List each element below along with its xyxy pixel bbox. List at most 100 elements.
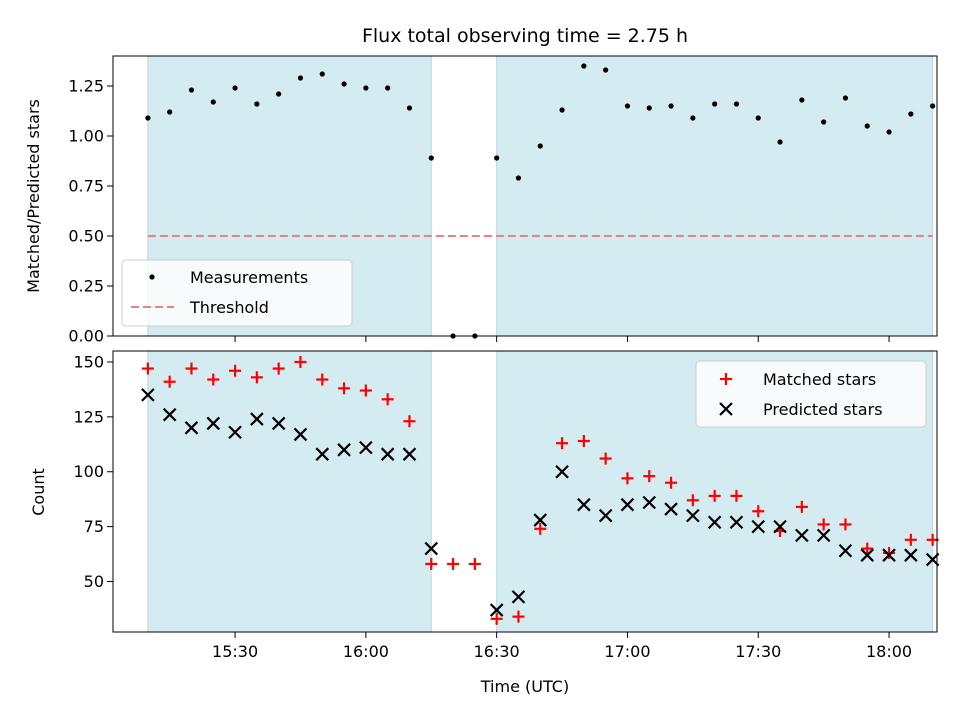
bottom-axes-frame: [112, 350, 938, 633]
predicted-star-point: [250, 412, 264, 426]
matched-star-point: [708, 489, 721, 502]
bottom-legend-box: [695, 360, 927, 428]
matched-star-point: [490, 612, 503, 625]
bottom-x-axis-label: Time (UTC): [480, 677, 569, 696]
observing-window-1: [147, 350, 432, 633]
matched-star-point: [316, 373, 329, 386]
measurement-point: [712, 101, 718, 107]
predicted-star-point: [141, 388, 155, 402]
measurement-point: [363, 85, 369, 91]
predicted-star-point: [511, 590, 526, 604]
matched-star-point: [403, 415, 416, 428]
matched-star-point: [577, 435, 590, 448]
legend-matched-marker: [720, 373, 732, 385]
measurement-point: [559, 107, 565, 113]
matched-star-point: [643, 470, 656, 483]
predicted-star-point: [707, 515, 722, 530]
predicted-star-point: [293, 427, 308, 442]
measurement-point: [733, 101, 740, 107]
matched-stars-points: [141, 355, 939, 625]
top-title: Flux total observing time = 2.75 h: [362, 25, 688, 47]
measurement-point: [864, 123, 870, 129]
measurement-point: [537, 143, 543, 149]
predicted-star-point: [577, 497, 591, 512]
matched-star-point: [861, 542, 874, 555]
matched-star-point: [294, 355, 307, 368]
measurement-point: [297, 75, 304, 81]
measurement-point: [755, 115, 761, 121]
measurement-point: [799, 97, 805, 103]
matched-star-point: [621, 472, 634, 485]
measurement-point: [254, 101, 260, 107]
y-tick-label: 0.00: [68, 327, 104, 346]
y-tick-label: 0.50: [68, 227, 104, 246]
measurements-points: [145, 63, 936, 339]
measurement-point: [930, 103, 936, 109]
predicted-star-point: [664, 502, 678, 516]
measurement-point: [319, 71, 325, 77]
legend-matched-label: Matched stars: [763, 370, 876, 389]
matched-star-point: [447, 557, 460, 570]
matched-star-point: [468, 557, 481, 570]
matched-star-point: [904, 533, 917, 546]
x-tick-label: 17:30: [735, 642, 781, 661]
matched-star-point: [229, 364, 242, 377]
measurement-point: [624, 103, 631, 109]
matched-star-point: [795, 500, 808, 513]
measurement-point: [210, 99, 216, 105]
measurement-point: [276, 91, 282, 97]
y-tick-label: 150: [73, 352, 104, 371]
predicted-star-point: [424, 541, 439, 556]
matched-star-point: [338, 382, 351, 395]
x-tick-label: 16:00: [343, 642, 389, 661]
predicted-star-point: [206, 416, 221, 431]
matched-star-point: [817, 518, 830, 531]
observing-window-2: [496, 55, 934, 337]
top-legend: Measurements Threshold: [121, 259, 353, 327]
matched-star-point: [163, 375, 176, 388]
predicted-star-point: [729, 515, 744, 530]
predicted-star-point: [228, 425, 242, 440]
y-tick-label: 75: [84, 517, 104, 536]
measurement-point: [406, 105, 413, 111]
y-tick-label: 125: [73, 407, 104, 426]
measurement-point: [821, 119, 827, 125]
top-x-axis: [234, 336, 890, 342]
predicted-star-point: [315, 447, 330, 461]
matched-star-point: [425, 557, 438, 570]
measurement-point: [646, 105, 652, 111]
predicted-star-point: [620, 497, 635, 512]
matched-star-point: [665, 476, 678, 489]
legend-measurements-marker: [149, 274, 155, 280]
measurement-point: [581, 63, 587, 69]
measurement-point: [668, 103, 674, 109]
y-tick-label: 100: [73, 462, 104, 481]
predicted-star-point: [533, 513, 548, 527]
matched-star-point: [556, 437, 569, 450]
predicted-star-point: [184, 421, 199, 435]
top-legend-box: [121, 259, 353, 327]
bottom-y-axis-label: Count: [29, 468, 48, 516]
measurement-point: [908, 111, 914, 117]
y-tick-label: 0.75: [68, 177, 104, 196]
measurement-point: [341, 81, 347, 87]
matched-star-point: [752, 505, 765, 518]
measurement-point: [167, 109, 173, 115]
bottom-x-axis: 15:30 16:00 16:30 17:00 17:30 18:00: [212, 632, 912, 661]
top-y-axis: 0.00 0.25 0.50 0.75 1.00 1.25: [68, 77, 113, 346]
matched-star-point: [250, 371, 263, 384]
measurement-point: [428, 155, 434, 161]
measurement-point: [188, 87, 195, 93]
predicted-star-point: [751, 519, 766, 534]
measurement-point: [603, 67, 609, 73]
predicted-star-point: [380, 447, 395, 461]
matched-star-point: [534, 522, 547, 535]
x-tick-label: 18:00: [866, 642, 912, 661]
x-tick-label: 15:30: [212, 642, 258, 661]
matched-star-point: [686, 494, 699, 507]
y-tick-label: 1.25: [68, 77, 104, 96]
measurement-point: [232, 85, 238, 91]
measurement-point: [145, 115, 151, 121]
